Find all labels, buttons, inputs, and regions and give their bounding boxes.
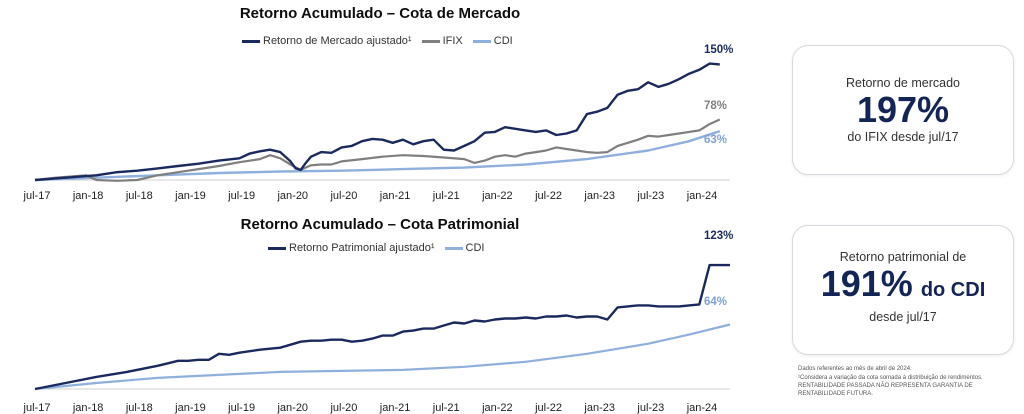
x-tick-label: jan-24 (686, 402, 718, 414)
x-tick-label: jan-22 (482, 190, 513, 202)
x-tick-label: jan-24 (686, 190, 718, 202)
series-line-cdi (34, 323, 731, 391)
card-value-row: 191% do CDI (793, 264, 1013, 310)
card-value: 197% (856, 89, 950, 130)
card-value: 191% (820, 263, 913, 304)
legend-swatch (242, 39, 260, 43)
legend-label: Retorno de Mercado ajustado¹ (263, 35, 412, 47)
x-tick-label: jul-21 (432, 190, 460, 202)
series-end-label: 78% (704, 100, 728, 112)
card-label-bottom: do IFIX desde jul/17 (847, 130, 959, 144)
chart-legend: Retorno Patrimonial ajustado¹ CDI (268, 242, 494, 254)
legend-label: IFIX (442, 35, 463, 47)
x-tick-label: jul-17 (23, 402, 51, 414)
legend-label: Retorno Patrimonial ajustado¹ (289, 242, 435, 254)
market-return-chart: Retorno Acumulado – Cota de Mercado Reto… (0, 0, 760, 210)
x-tick-label: jul-18 (125, 190, 153, 202)
card-label-bottom: desde jul/17 (869, 310, 937, 324)
card-label-top: Retorno de mercado (846, 76, 960, 90)
legend-swatch (421, 39, 440, 43)
x-tick-label: jul-22 (535, 402, 562, 414)
x-tick-label: jan-20 (277, 190, 309, 202)
x-tick-label: jul-23 (637, 190, 665, 202)
footnote-definition: ¹Considera a variação da cota somada à d… (798, 374, 983, 381)
x-tick-label: jan-19 (175, 190, 206, 202)
x-tick-label: jul-19 (228, 402, 256, 414)
x-tick-label: jan-23 (584, 190, 615, 202)
legend-label: CDI (493, 35, 513, 47)
footnote-date: Dados referentes ao mês de abril de 2024… (798, 366, 912, 372)
x-tick-label: jul-23 (637, 402, 665, 414)
card-label-top: Retorno patrimonial de (839, 250, 967, 264)
chart-plot (34, 62, 730, 182)
series-end-label: 64% (704, 296, 728, 308)
x-tick-label: jul-19 (228, 190, 256, 202)
market-return-card: Retorno de mercado 197% do IFIX desde ju… (792, 45, 1014, 175)
series-line-retorno-de-mercado-ajustado (34, 62, 720, 182)
legend-swatch (444, 246, 463, 250)
card-value-suffix: do CDI (920, 279, 986, 301)
x-tick-label: jan-19 (175, 402, 206, 414)
patrimonial-return-card: Retorno patrimonial de 191% do CDI desde … (792, 225, 1014, 355)
chart-title: Retorno Acumulado – Cota de Mercado (239, 5, 521, 22)
x-tick-label: jan-22 (482, 402, 513, 414)
legend-item: CDI (472, 35, 513, 47)
series-end-label: 123% (704, 230, 734, 242)
x-tick-label: jul-20 (330, 402, 358, 414)
series-line-retorno-patrimonial-ajustado (34, 263, 730, 391)
legend-item: IFIX (421, 35, 463, 47)
x-tick-label: jan-18 (72, 402, 104, 414)
x-tick-label: jan-18 (72, 190, 104, 202)
legend-item: Retorno Patrimonial ajustado¹ (268, 242, 435, 254)
x-tick-label: jan-20 (277, 402, 309, 414)
legend-swatch (268, 246, 286, 250)
x-tick-label: jul-18 (125, 402, 153, 414)
footnote-disclaimer: RENTABILIDADE PASSADA NÃO REPRESENTA GAR… (798, 383, 973, 397)
patrimonial-return-chart: Retorno Acumulado – Cota Patrimonial Ret… (0, 212, 760, 414)
x-tick-label: jul-22 (535, 190, 562, 202)
chart-plot (34, 263, 731, 391)
chart-legend: Retorno de Mercado ajustado¹ IFIX CDI (242, 35, 523, 47)
series-end-label: 150% (704, 44, 734, 56)
series-end-label: 63% (704, 134, 728, 146)
x-tick-label: jul-17 (23, 190, 51, 202)
legend-item: Retorno de Mercado ajustado¹ (242, 35, 412, 47)
footnotes: Dados referentes ao mês de abril de 2024… (798, 366, 1013, 399)
chart-title: Retorno Acumulado – Cota Patrimonial (240, 216, 520, 233)
x-tick-label: jul-20 (330, 190, 358, 202)
legend-swatch (472, 39, 491, 43)
x-tick-label: jan-21 (379, 402, 411, 414)
x-tick-label: jan-23 (584, 402, 615, 414)
legend-label: CDI (465, 242, 485, 254)
series-line-ifix (34, 118, 721, 182)
x-tick-label: jan-21 (379, 190, 411, 202)
legend-item: CDI (444, 242, 485, 254)
x-tick-label: jul-21 (432, 402, 460, 414)
